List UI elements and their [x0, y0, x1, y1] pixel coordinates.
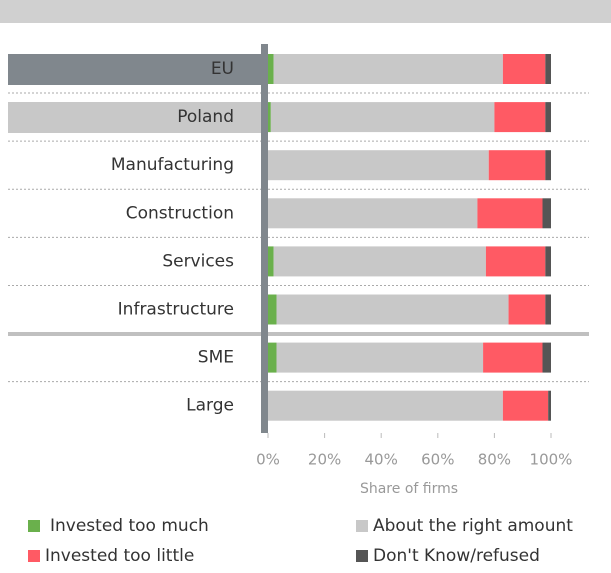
bar-segment [545, 150, 551, 181]
category-label: SME [198, 348, 234, 368]
category-label: EU [211, 59, 234, 79]
bar-segment [477, 198, 543, 229]
x-axis-title: Share of firms [360, 481, 458, 497]
bar-segment [488, 150, 546, 181]
bar-segment [502, 390, 549, 421]
bar-segment [548, 390, 551, 421]
x-tick-label: 0% [256, 451, 280, 469]
bar-segment [268, 150, 489, 181]
category-label: Large [186, 396, 234, 416]
bar-segment [545, 294, 551, 325]
bar-segment [502, 54, 546, 84]
bar-segment [494, 102, 546, 133]
bar-segment [545, 102, 551, 133]
category-label: Poland [177, 107, 234, 127]
legend-swatch [356, 550, 368, 562]
bar-segment [542, 198, 551, 229]
bar-segment [485, 246, 546, 277]
category-label: Services [162, 251, 234, 271]
legend-swatch [28, 550, 40, 562]
legend-label: Invested too little [45, 546, 194, 566]
x-tick-label: 20% [308, 451, 341, 469]
x-tick-label: 40% [365, 451, 398, 469]
category-label: Construction [126, 203, 234, 223]
bar-segment [276, 342, 484, 373]
bar-segment [483, 342, 543, 373]
bar-segment [276, 294, 509, 325]
category-label: Manufacturing [111, 155, 234, 175]
legend-swatch [28, 520, 40, 532]
bar-segment [545, 54, 551, 84]
x-tick-label: 60% [421, 451, 454, 469]
bar-segment [273, 54, 503, 84]
bar-segment [268, 198, 478, 229]
bar-segment [270, 102, 495, 133]
bar-segment [273, 246, 486, 277]
axis-bar [261, 44, 268, 433]
legend-label: Invested too much [50, 516, 209, 536]
legend-label: About the right amount [373, 516, 573, 536]
bar-segment [268, 102, 271, 133]
bar-segment [268, 390, 503, 421]
bar-segment [268, 342, 277, 373]
bar-segment [268, 54, 274, 84]
bar-segment [508, 294, 546, 325]
legend-swatch [356, 520, 368, 532]
bar-segment [545, 246, 551, 277]
legend-label: Don't Know/refused [373, 546, 540, 566]
header-band [0, 0, 611, 23]
category-label: Infrastructure [118, 300, 234, 320]
x-tick-label: 100% [530, 451, 573, 469]
bar-segment [542, 342, 551, 373]
highlight-band [8, 54, 262, 85]
highlight-band [8, 102, 262, 133]
bar-segment [268, 246, 274, 277]
bar-segment [268, 294, 277, 325]
x-tick-label: 80% [478, 451, 511, 469]
